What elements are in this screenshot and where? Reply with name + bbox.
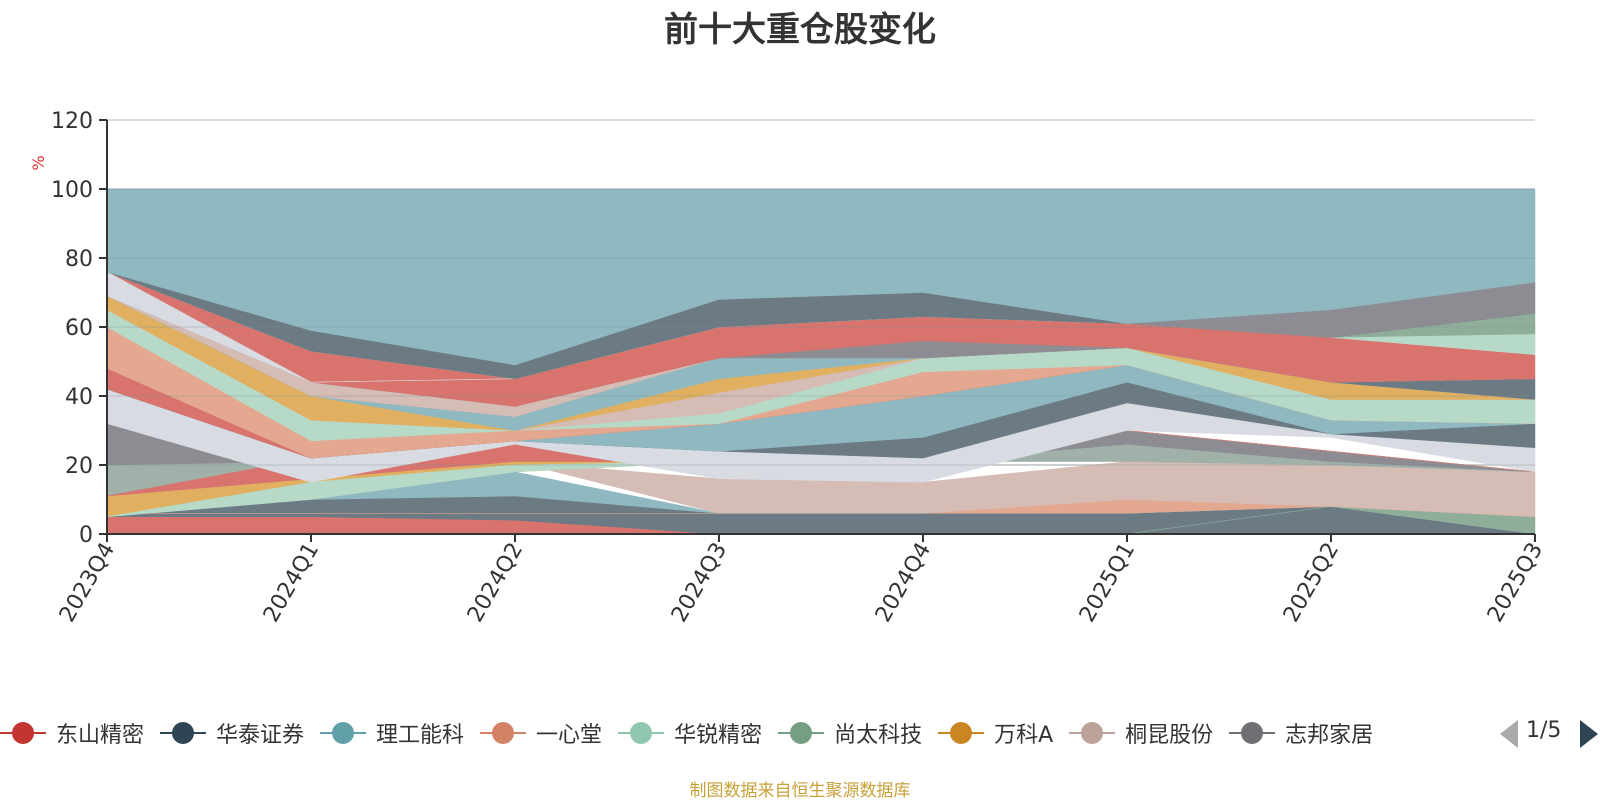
legend-label: 华泰证券 <box>216 723 305 748</box>
legend: 东山精密 华泰证券 理工能科 一心堂 华锐精密 尚太科技 万科A 桐昆股份 志邦家居 <box>0 715 1500 751</box>
source-note: 制图数据来自恒生聚源数据库 <box>689 781 911 801</box>
pager-text: 1/5 <box>1526 718 1562 743</box>
chart-plot: 0 20 40 60 80 100 120% 2023Q4 2024Q1 2024Q2 2024Q3… <box>29 109 1548 627</box>
legend-label: 一心堂 <box>536 723 603 748</box>
x-tick-label: 2023Q4 <box>55 539 120 627</box>
legend-item[interactable]: 一心堂 <box>480 715 602 751</box>
legend-item[interactable]: 东山精密 <box>0 715 144 751</box>
x-tick-label: 2025Q3 <box>1483 539 1548 627</box>
legend-item[interactable]: 志邦家居 <box>1229 715 1373 751</box>
y-tick-label: 100 <box>51 178 93 203</box>
legend-label: 志邦家居 <box>1285 723 1374 748</box>
legend-label: 理工能科 <box>376 723 465 748</box>
y-tick-label: 40 <box>65 385 93 410</box>
legend-label: 华锐精密 <box>674 723 763 748</box>
x-tick-label: 2024Q2 <box>463 539 528 627</box>
legend-marker-icon <box>480 720 527 746</box>
x-tick-label: 2025Q1 <box>1075 539 1140 627</box>
legend-item[interactable]: 理工能科 <box>320 715 464 751</box>
y-axis-label: % <box>29 155 48 170</box>
x-tick-label: 2024Q3 <box>667 539 732 627</box>
pager-prev-icon[interactable] <box>1500 720 1518 748</box>
band-layer <box>106 188 1536 535</box>
chart-title: 前十大重仓股变化 <box>664 10 936 50</box>
x-tick-label: 2024Q4 <box>871 539 936 627</box>
legend-pager: 1/5 <box>1500 718 1600 750</box>
y-tick-label: 80 <box>65 247 93 272</box>
legend-marker-icon <box>160 720 207 746</box>
y-tick-label: 20 <box>65 454 93 479</box>
area-band-5 <box>106 457 1536 518</box>
legend-marker-icon <box>0 720 46 746</box>
legend-label: 万科A <box>994 723 1054 748</box>
pager-next-icon[interactable] <box>1580 720 1598 748</box>
legend-marker-icon <box>1069 720 1116 746</box>
legend-marker-icon <box>618 720 665 746</box>
legend-item[interactable]: 桐昆股份 <box>1069 715 1213 751</box>
y-tick-label: 120 <box>51 109 93 134</box>
x-tick-label: 2024Q1 <box>259 539 324 627</box>
legend-item[interactable]: 万科A <box>938 715 1053 751</box>
legend-marker-icon <box>1229 720 1276 746</box>
legend-item[interactable]: 华泰证券 <box>160 715 304 751</box>
y-tick-label: 60 <box>65 316 93 341</box>
legend-marker-icon <box>320 720 367 746</box>
y-tick-label: 0 <box>79 523 93 548</box>
legend-item[interactable]: 华锐精密 <box>618 715 762 751</box>
legend-label: 桐昆股份 <box>1125 723 1214 748</box>
legend-label: 东山精密 <box>56 723 145 748</box>
legend-marker-icon <box>938 720 985 746</box>
legend-item[interactable]: 尚太科技 <box>778 715 922 751</box>
area-band-30 <box>106 188 1536 366</box>
legend-label: 尚太科技 <box>834 723 923 748</box>
legend-marker-icon <box>778 720 825 746</box>
x-tick-label: 2025Q2 <box>1279 539 1344 627</box>
